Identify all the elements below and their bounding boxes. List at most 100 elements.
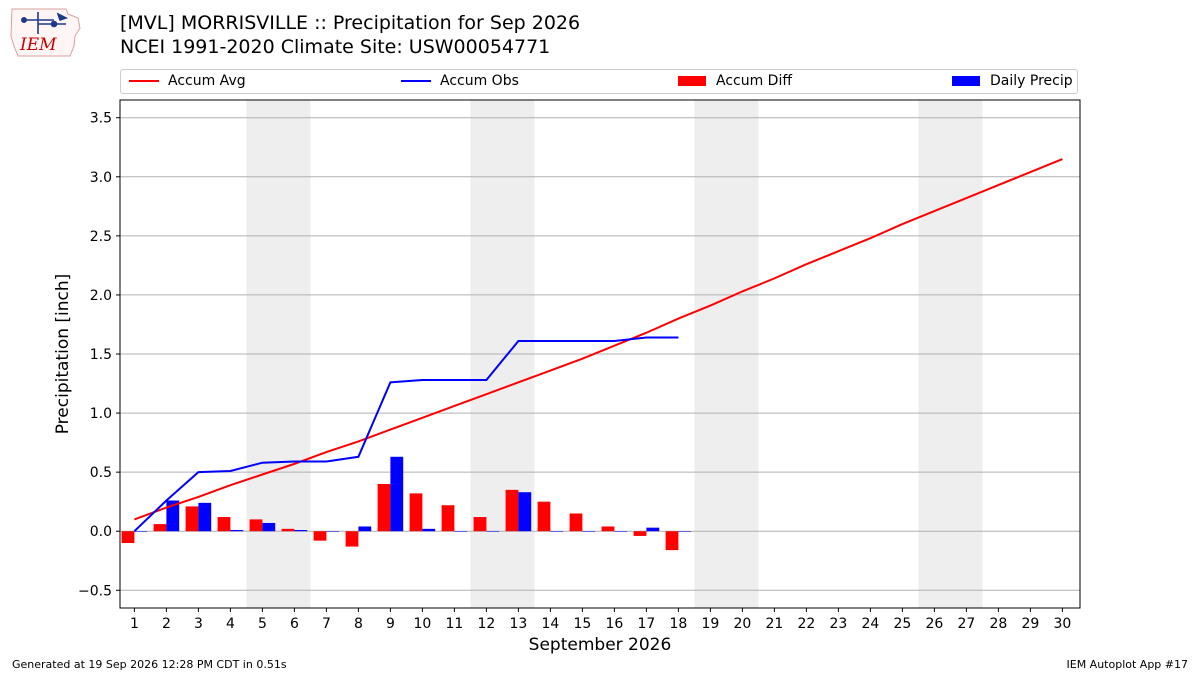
- x-tick-label: 15: [573, 616, 591, 632]
- accum-diff-bar: [601, 526, 615, 532]
- y-axis-label: Precipitation [inch]: [53, 274, 73, 435]
- y-tick-label: 1.0: [90, 406, 112, 422]
- x-tick-label: 8: [354, 616, 363, 632]
- x-axis-label: September 2026: [529, 635, 672, 655]
- daily-precip-bar: [262, 522, 276, 532]
- accum-diff-bar: [377, 483, 391, 532]
- daily-precip-bar: [390, 456, 404, 532]
- weekend-shade-2: [694, 100, 759, 608]
- daily-precip-bar: [358, 526, 372, 532]
- accum-diff-bar: [633, 531, 647, 536]
- x-tick-label: 28: [989, 616, 1007, 632]
- x-tick-label: 11: [445, 616, 463, 632]
- x-tick-label: 25: [893, 616, 911, 632]
- x-tick-label: 13: [509, 616, 527, 632]
- x-tick-label: 26: [925, 616, 943, 632]
- daily-precip-bar: [166, 500, 180, 532]
- x-tick-label: 5: [258, 616, 267, 632]
- legend: Accum Avg Accum Obs Accum Diff Daily Pre…: [120, 69, 1078, 94]
- x-tick-label: 18: [669, 616, 687, 632]
- x-tick-label: 14: [541, 616, 559, 632]
- y-tick-label: 2.0: [90, 288, 112, 304]
- accum-diff-bar: [569, 513, 583, 532]
- y-tick-label: 3.0: [90, 170, 112, 186]
- x-tick-label: 2: [162, 616, 171, 632]
- legend-swatch-daily-precip: [952, 76, 980, 86]
- x-tick-label: 30: [1053, 616, 1071, 632]
- chart-subtitle: NCEI 1991-2020 Climate Site: USW00054771: [120, 36, 551, 58]
- x-tick-label: 4: [226, 616, 235, 632]
- iem-logo: IEM: [10, 8, 81, 57]
- legend-label-accum-avg: Accum Avg: [168, 73, 246, 89]
- legend-item-accum-obs: Accum Obs: [401, 73, 519, 89]
- accum-diff-bar: [185, 506, 199, 532]
- daily-precip-bar: [134, 531, 148, 532]
- x-tick-label: 10: [413, 616, 431, 632]
- accum-diff-bar: [281, 528, 295, 532]
- x-tick-label: 21: [765, 616, 783, 632]
- weekend-shade-3: [918, 100, 983, 608]
- daily-precip-bar: [486, 531, 500, 532]
- x-tick-label: 7: [322, 616, 331, 632]
- accum-diff-bar: [409, 493, 423, 532]
- x-tick-label: 17: [637, 616, 655, 632]
- x-tick-label: 19: [701, 616, 719, 632]
- legend-label-accum-obs: Accum Obs: [440, 73, 519, 89]
- accum-diff-bar: [121, 531, 135, 544]
- daily-precip-bar: [422, 528, 436, 532]
- legend-label-accum-diff: Accum Diff: [716, 73, 793, 89]
- weekend-shade-1: [470, 100, 535, 608]
- y-tick-label: 0.0: [90, 524, 112, 540]
- accum-diff-bar: [153, 524, 167, 532]
- y-tick-label: 2.5: [90, 229, 112, 245]
- x-tick-label: 29: [1021, 616, 1039, 632]
- daily-precip-bar: [614, 531, 628, 532]
- legend-swatch-accum-diff: [678, 76, 706, 86]
- accum-diff-bar: [473, 517, 487, 532]
- daily-precip-bar: [550, 531, 564, 532]
- weather-station-icon: [21, 12, 69, 34]
- accum-diff-bar: [249, 519, 263, 532]
- x-tick-label: 6: [290, 616, 299, 632]
- daily-precip-bar: [230, 530, 244, 532]
- weekend-shade-0: [246, 100, 311, 608]
- x-tick-label: 9: [386, 616, 395, 632]
- legend-swatch-accum-obs: [401, 80, 431, 82]
- y-tick-label: 3.5: [90, 111, 112, 127]
- legend-item-accum-diff: Accum Diff: [678, 73, 792, 89]
- accum-diff-bar: [441, 505, 455, 532]
- accum-diff-bar: [537, 501, 551, 532]
- daily-precip-bar: [198, 502, 212, 532]
- accum-obs-line: [133, 336, 679, 532]
- daily-precip-bar: [518, 492, 532, 532]
- accum-avg-line: [134, 158, 1063, 521]
- accum-diff-bar: [505, 489, 519, 532]
- accum-diff-bar: [665, 531, 679, 551]
- logo-text: IEM: [19, 35, 57, 55]
- daily-precip-bar: [646, 527, 660, 532]
- accum-diff-bar: [217, 517, 231, 532]
- legend-item-accum-avg: Accum Avg: [129, 73, 246, 89]
- x-tick-label: 24: [861, 616, 879, 632]
- legend-label-daily-precip: Daily Precip: [990, 73, 1073, 89]
- legend-swatch-accum-avg: [129, 80, 159, 82]
- chart-title: [MVL] MORRISVILLE :: Precipitation for S…: [120, 12, 581, 34]
- x-tick-label: 1: [130, 616, 139, 632]
- daily-precip-bar: [454, 531, 468, 532]
- x-tick-label: 16: [605, 616, 623, 632]
- plot-frame: [119, 99, 1081, 609]
- x-tick-label: 22: [797, 616, 815, 632]
- x-tick-label: 23: [829, 616, 847, 632]
- accum-diff-bar: [345, 531, 359, 547]
- footer-app-text: IEM Autoplot App #17: [1066, 658, 1189, 671]
- x-tick-label: 12: [477, 616, 495, 632]
- accum-diff-bar: [313, 531, 327, 541]
- daily-precip-bar: [582, 531, 596, 532]
- footer-generated-text: Generated at 19 Sep 2026 12:28 PM CDT in…: [12, 658, 287, 671]
- daily-precip-bar: [294, 530, 308, 532]
- legend-item-daily-precip: Daily Precip: [952, 73, 1073, 89]
- x-tick-label: 27: [957, 616, 975, 632]
- y-tick-label: 0.5: [90, 465, 112, 481]
- y-tick-label: 1.5: [90, 347, 112, 363]
- daily-precip-bar: [678, 531, 692, 532]
